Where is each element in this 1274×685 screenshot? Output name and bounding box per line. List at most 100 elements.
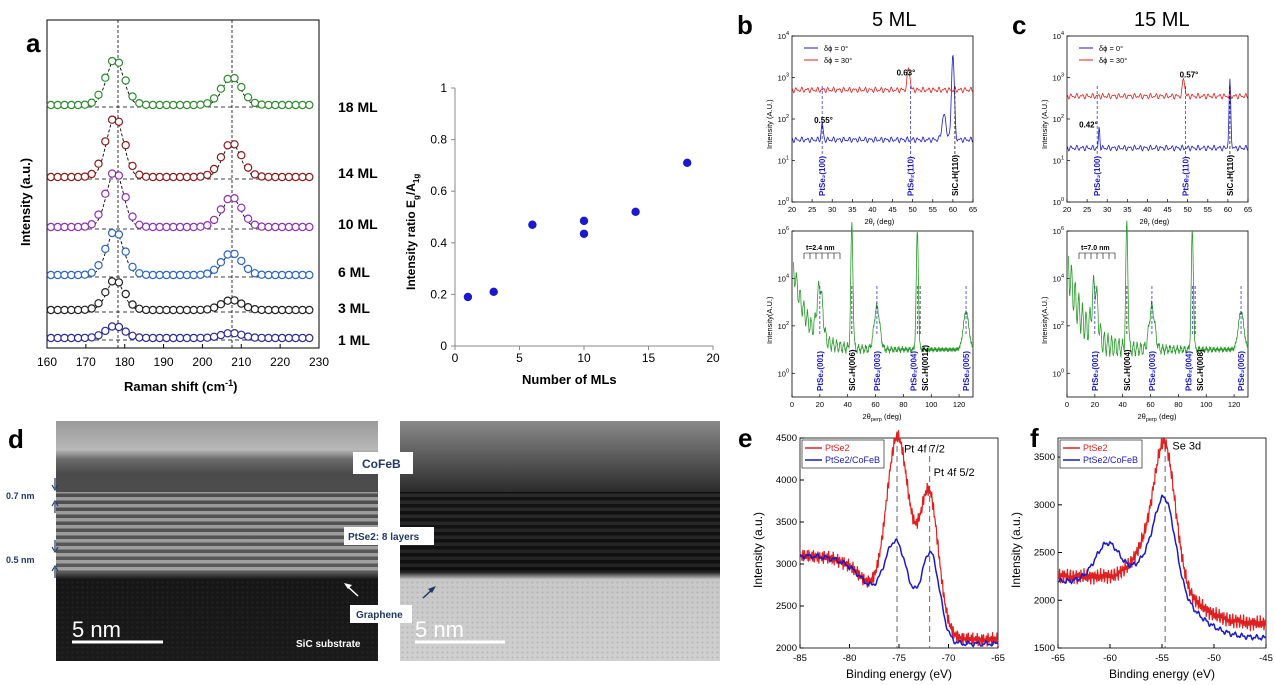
raman-spectra <box>46 56 314 343</box>
raman-data-point <box>277 172 287 182</box>
xrd-bottom-y-label: Intensity(A.U.) <box>765 296 774 344</box>
xrd-bottom-frame <box>791 230 974 398</box>
raman-data-point <box>305 222 314 232</box>
raman-data-point <box>298 100 307 110</box>
spacing-arrows <box>51 478 59 578</box>
raman-data-point <box>141 100 151 110</box>
tem-image-left: 5 nm SiC substrate <box>56 421 378 661</box>
raman-data-point <box>60 305 69 315</box>
xps-y-axis-label: Intensity (a.u.) <box>751 512 765 588</box>
raman-data-point <box>291 222 300 232</box>
raman-label-3ml: 3 ML <box>338 300 370 316</box>
raman-data-point <box>305 270 314 280</box>
raman-data-point <box>237 82 246 92</box>
raman-data-point <box>169 305 178 315</box>
raman-data-point <box>237 299 246 308</box>
xrd-peak-label: PtSe₂(100) <box>818 156 827 196</box>
raman-data-point <box>87 333 96 342</box>
xps-y-tick-label: 2000 <box>1034 595 1055 606</box>
raman-data-point <box>223 141 232 150</box>
xrd-fwhm-annotation: 0.63° <box>897 68 916 77</box>
raman-label-1ml: 1 ML <box>338 332 370 348</box>
raman-data-point <box>162 222 171 232</box>
raman-data-point <box>80 305 90 314</box>
raman-data-point <box>107 56 117 66</box>
raman-data-point <box>223 329 232 338</box>
xps-legend-label-cofeb: PtSe2/CoFeB <box>825 455 880 465</box>
raman-data-point <box>169 333 178 343</box>
xrd-trace <box>1066 78 1249 152</box>
raman-data-point <box>298 305 307 315</box>
raman-data-point <box>67 333 76 343</box>
raman-data-point <box>128 300 137 309</box>
spacing-label-0-7nm: 0.7 nm <box>6 491 35 501</box>
cofeb-label: CoFeB <box>362 457 401 471</box>
raman-data-point <box>277 100 287 110</box>
xps-legend-box <box>801 439 885 469</box>
raman-data-point <box>189 222 198 232</box>
xrd-x-tick-label: 40 <box>1143 205 1151 214</box>
xrd-y-tick-label: 104 <box>778 273 789 283</box>
raman-data-point <box>257 222 266 231</box>
tem-right-layers <box>400 492 720 572</box>
raman-data-point <box>114 230 124 239</box>
raman-data-point <box>128 262 137 272</box>
xrd-x-tick-label: 25 <box>1083 205 1091 214</box>
raman-data-point <box>121 247 130 256</box>
thickness-label: t=7.0 nm <box>1081 245 1110 252</box>
raman-data-point <box>230 140 239 149</box>
xrd-trace <box>1066 77 1249 100</box>
raman-data-point <box>94 90 103 100</box>
xrd-x-tick-label: 20 <box>1063 205 1071 214</box>
raman-data-point <box>298 270 307 280</box>
tem-right-substrate <box>400 580 720 661</box>
xrd-x-tick-label: 40 <box>868 205 876 214</box>
raman-data-point <box>169 270 178 280</box>
raman-data-point <box>189 333 198 343</box>
xrd-x-tick-label: 30 <box>1103 205 1111 214</box>
raman-data-point <box>53 333 62 343</box>
raman-data-point <box>46 333 56 343</box>
xps-frame <box>1057 437 1267 649</box>
raman-data-point <box>243 332 253 341</box>
raman-data-point <box>135 220 144 229</box>
raman-data-point <box>128 161 137 171</box>
xps-curve-ptse2 <box>799 430 999 647</box>
raman-data-point <box>53 172 62 182</box>
raman-data-point <box>175 222 185 232</box>
ratio-x-tick-label: 20 <box>706 351 720 365</box>
tem-image-right: 5 nm <box>400 421 720 661</box>
raman-data-point <box>284 222 294 232</box>
xps-y-tick-label: 2500 <box>776 601 797 612</box>
xps-legend-label-ptse2: PtSe2 <box>825 443 850 453</box>
raman-data-point <box>277 305 287 315</box>
xrd-x-tick-label: 100 <box>1200 400 1213 409</box>
raman-data-point <box>107 115 117 124</box>
ratio-data-point <box>579 216 589 226</box>
raman-data-point <box>243 93 253 102</box>
xrd-y-tick-label: 101 <box>1053 156 1064 166</box>
raman-data-point <box>196 172 205 181</box>
raman-data-point <box>257 172 266 181</box>
xps-x-tick-label: -65 <box>1051 653 1065 664</box>
xrd-x-tick-label: 60 <box>871 400 879 409</box>
xrd-y-tick-label: 101 <box>778 156 789 166</box>
xrd-peak-label: SiC₄H(008) <box>1196 349 1205 391</box>
raman-data-point <box>107 322 117 331</box>
raman-data-point <box>60 222 69 232</box>
raman-label-18ml: 18 ML <box>338 99 378 115</box>
raman-data-point <box>94 210 103 219</box>
raman-data-point <box>196 222 205 231</box>
xrd-fwhm-annotation: 0.42° <box>1079 120 1098 129</box>
ratio-y-tick-label: 0.2 <box>430 287 447 301</box>
raman-data-point <box>60 172 69 182</box>
raman-data-point <box>305 305 314 315</box>
xrd-bottom-frame <box>1066 230 1249 398</box>
ratio-x-tick-label: 0 <box>452 351 459 365</box>
raman-data-point <box>175 100 185 110</box>
raman-data-point <box>101 189 110 198</box>
raman-data-point <box>284 172 294 182</box>
raman-data-point <box>284 270 294 280</box>
raman-data-point <box>87 268 96 277</box>
raman-data-point <box>196 333 205 343</box>
